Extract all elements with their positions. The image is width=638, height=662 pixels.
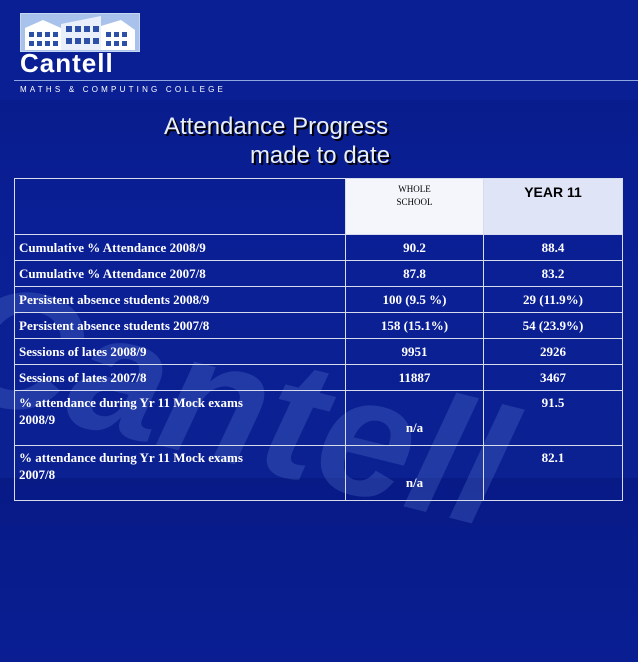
row-label: % attendance during Yr 11 Mock exams 200… [14,445,346,501]
attendance-table: WHOLE SCHOOL YEAR 11 Cumulative % Attend… [14,178,623,501]
row-label: Sessions of lates 2008/9 [14,338,346,365]
table-row: Cumulative % Attendance 2008/9 90.2 88.4 [14,234,623,261]
row-label: Persistent absence students 2007/8 [14,312,346,339]
header-cell-year-11: YEAR 11 [483,178,623,235]
table-header-row: WHOLE SCHOOL YEAR 11 [14,178,623,235]
year-11-value: 29 (11.9%) [483,286,623,313]
row-label: Cumulative % Attendance 2007/8 [14,260,346,287]
whole-school-value: 90.2 [345,234,484,261]
row-label: Cumulative % Attendance 2008/9 [14,234,346,261]
header-divider [14,80,638,81]
table-row: % attendance during Yr 11 Mock exams 200… [14,390,623,446]
header-cell-whole-school: WHOLE SCHOOL [345,178,484,235]
year-11-value: 83.2 [483,260,623,287]
slide-title-line-2: made to date [249,142,391,169]
whole-school-value: 9951 [345,338,484,365]
table-row: Persistent absence students 2007/8 158 (… [14,312,623,339]
header-cell-blank [14,178,346,235]
whole-school-value: n/a [345,390,484,446]
whole-school-value: 11887 [345,364,484,391]
slide-title-line-1: Attendance Progress [164,113,389,140]
whole-school-value: 158 (15.1%) [345,312,484,339]
row-label-line-1: % attendance during Yr 11 Mock exams [19,450,243,465]
whole-school-value: n/a [345,445,484,501]
table-row: Sessions of lates 2007/8 11887 3467 [14,364,623,391]
college-building-logo-icon [20,13,140,52]
slide-header: Cantell MATHS & COMPUTING COLLEGE [0,0,638,100]
slide-title: Attendance Progress made to date [120,112,520,170]
table-row: Persistent absence students 2008/9 100 (… [14,286,623,313]
row-label-line-2: 2007/8 [19,467,56,482]
year-11-value: 91.5 [483,390,623,446]
row-label: Sessions of lates 2007/8 [14,364,346,391]
row-label-line-2: 2008/9 [19,412,56,427]
whole-school-value: 100 (9.5 %) [345,286,484,313]
row-label-line-1: % attendance during Yr 11 Mock exams [19,395,243,410]
row-label: % attendance during Yr 11 Mock exams 200… [14,390,346,446]
table-row: Sessions of lates 2008/9 9951 2926 [14,338,623,365]
whole-school-value: 87.8 [345,260,484,287]
year-11-value: 54 (23.9%) [483,312,623,339]
whole-school-label-line-1: WHOLE [398,184,431,194]
whole-school-label-line-2: SCHOOL [396,197,433,207]
year-11-value: 88.4 [483,234,623,261]
college-tagline: MATHS & COMPUTING COLLEGE [20,85,227,94]
row-label: Persistent absence students 2008/9 [14,286,346,313]
year-11-value: 3467 [483,364,623,391]
year-11-value: 2926 [483,338,623,365]
table-row: % attendance during Yr 11 Mock exams 200… [14,445,623,501]
year-11-value: 82.1 [483,445,623,501]
college-logo-text: Cantell [20,48,114,78]
table-row: Cumulative % Attendance 2007/8 87.8 83.2 [14,260,623,287]
